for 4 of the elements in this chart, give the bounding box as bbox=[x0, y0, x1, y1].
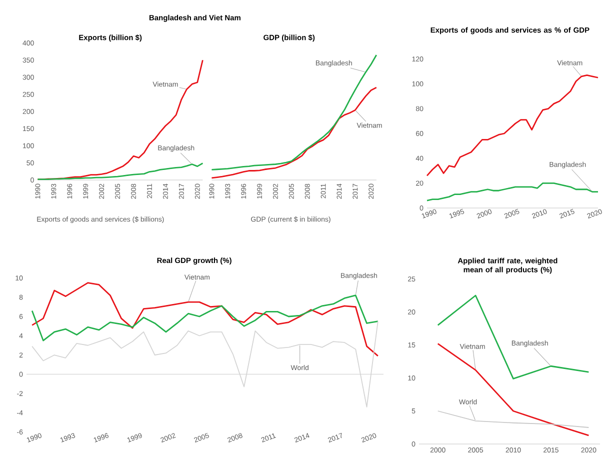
line-series bbox=[426, 74, 599, 176]
line-series bbox=[437, 294, 590, 380]
line-series bbox=[31, 294, 379, 342]
line-series bbox=[437, 410, 590, 428]
